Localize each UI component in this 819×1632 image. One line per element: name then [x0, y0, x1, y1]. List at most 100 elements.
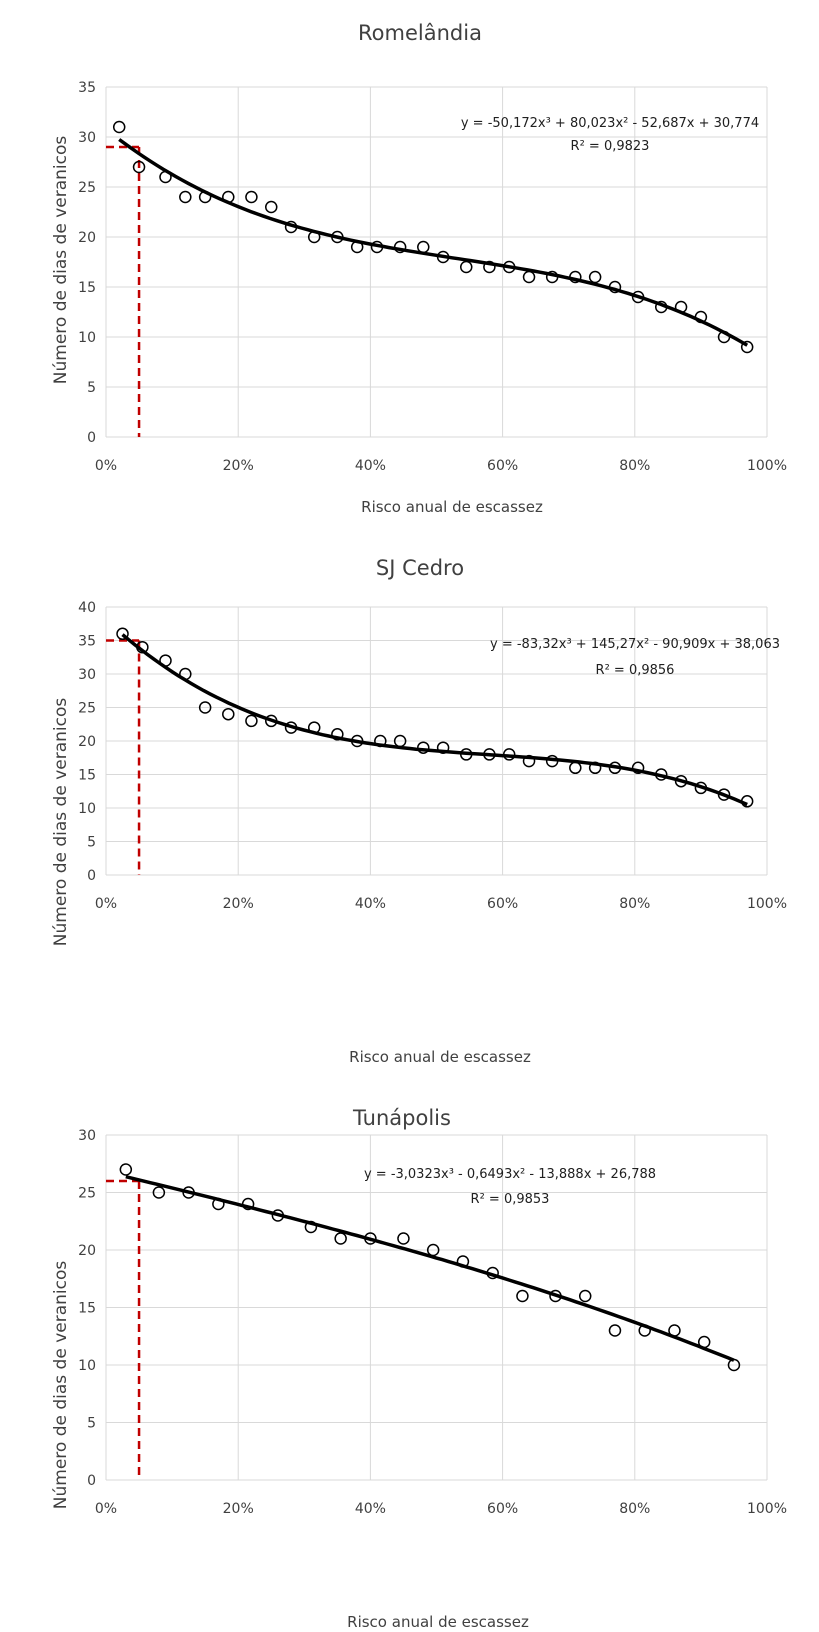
- y-tick-label: 5: [87, 835, 96, 851]
- y-tick-label: 25: [78, 701, 96, 717]
- chart-tunapolis: Tunápolis 0 5 10 15 20 25 30 0% 20% 40% 60% 80% 100…: [51, 1106, 787, 1631]
- trend-equation: y = -83,32x³ + 145,27x² - 90,909x + 38,0…: [490, 637, 780, 652]
- chart-title: Tunápolis: [352, 1106, 451, 1130]
- x-tick-label: 40%: [355, 458, 386, 474]
- x-ticks: 0% 20% 40% 60% 80% 100%: [95, 896, 787, 912]
- data-point: [578, 1289, 592, 1303]
- data-points: [112, 120, 754, 354]
- data-point: [304, 1220, 318, 1234]
- y-tick-label: 25: [78, 1186, 96, 1202]
- data-point: [426, 1243, 440, 1257]
- data-point: [159, 170, 172, 184]
- x-axis-label: Risco anual de escassez: [349, 1048, 531, 1066]
- x-tick-label: 60%: [487, 896, 518, 912]
- x-tick-label: 100%: [747, 458, 787, 474]
- y-axis-label: Número de dias de veranicos: [51, 136, 71, 385]
- data-point: [516, 1289, 529, 1303]
- x-tick-label: 100%: [747, 896, 787, 912]
- data-point: [740, 340, 754, 354]
- x-tick-label: 40%: [355, 896, 386, 912]
- chart-panel-sj-cedro: SJ Cedro 0 5 10 15 20 25 30 35 40 0% 20% 40% 60% 80%…: [0, 530, 819, 1075]
- trend-equation: y = -3,0323x³ - 0,6493x² - 13,888x + 26,…: [364, 1167, 656, 1182]
- y-tick-label: 5: [87, 380, 96, 396]
- trend-r2: R² = 0,9853: [471, 1192, 550, 1207]
- y-tick-label: 0: [87, 430, 96, 446]
- grid: [105, 86, 768, 438]
- y-axis-label: Número de dias de veranicos: [51, 698, 71, 947]
- data-point: [674, 774, 688, 788]
- data-point: [694, 310, 708, 324]
- data-point: [486, 1266, 499, 1280]
- x-tick-label: 0%: [95, 896, 117, 912]
- reference-lines: [106, 1179, 141, 1480]
- data-point: [674, 300, 688, 314]
- x-tick-label: 40%: [355, 1501, 386, 1517]
- data-point: [222, 190, 235, 204]
- data-point: [265, 714, 278, 728]
- chart-title: Romelândia: [358, 21, 482, 45]
- y-tick-label: 20: [78, 1243, 96, 1259]
- reference-lines: [106, 145, 141, 437]
- x-tick-label: 80%: [619, 896, 650, 912]
- data-point: [331, 728, 344, 741]
- data-point: [608, 1324, 622, 1337]
- y-tick-label: 35: [78, 80, 96, 96]
- x-tick-label: 60%: [487, 1501, 518, 1517]
- data-point: [588, 761, 602, 775]
- y-tick-label: 40: [78, 600, 96, 616]
- data-point: [370, 240, 384, 254]
- data-point: [483, 748, 496, 761]
- chart-romelandia: Romelândia 0 5 10 15 20 25 30 35 0% 20% 40% 60% 80%…: [51, 21, 787, 516]
- data-point: [159, 654, 172, 667]
- x-tick-label: 80%: [619, 458, 650, 474]
- y-tick-label: 0: [87, 1473, 96, 1489]
- data-point: [179, 667, 192, 681]
- y-tick-label: 10: [78, 801, 96, 817]
- data-point: [697, 1335, 711, 1349]
- data-point: [569, 270, 582, 284]
- y-tick-label: 0: [87, 868, 96, 884]
- data-point: [307, 230, 321, 244]
- trendline: [121, 633, 748, 807]
- y-tick-label: 30: [78, 130, 96, 146]
- data-point: [284, 721, 298, 734]
- data-point: [608, 761, 622, 775]
- chart-panel-tunapolis: Tunápolis 0 5 10 15 20 25 30 0% 20% 40% 60% 80% 100…: [0, 1075, 819, 1632]
- data-point: [350, 734, 364, 748]
- data-point: [245, 190, 258, 204]
- y-ticks: 0 5 10 15 20 25 30 35 40: [78, 600, 96, 884]
- data-point: [182, 1186, 195, 1199]
- y-ticks: 0 5 10 15 20 25 30 35: [78, 80, 96, 446]
- data-point: [522, 754, 536, 768]
- y-tick-label: 15: [78, 280, 96, 296]
- data-point: [212, 1197, 225, 1211]
- x-tick-label: 20%: [223, 896, 254, 912]
- chart-sj-cedro: SJ Cedro 0 5 10 15 20 25 30 35 40 0% 20% 40% 60% 80%…: [51, 556, 787, 1066]
- data-point: [271, 1209, 285, 1222]
- data-point: [374, 734, 387, 748]
- data-point: [331, 230, 344, 244]
- x-tick-label: 60%: [487, 458, 518, 474]
- data-point: [654, 300, 668, 314]
- y-axis-label: Número de dias de veranicos: [51, 1261, 71, 1510]
- data-point: [334, 1232, 347, 1245]
- data-point: [436, 741, 450, 754]
- data-point: [136, 640, 149, 654]
- data-point: [132, 160, 146, 174]
- data-point: [654, 768, 668, 781]
- trend-r2: R² = 0,9823: [571, 139, 650, 154]
- x-ticks: 0% 20% 40% 60% 80% 100%: [95, 458, 787, 474]
- data-point: [545, 754, 559, 768]
- data-point: [459, 260, 473, 274]
- data-point: [569, 761, 582, 775]
- data-point: [116, 627, 129, 641]
- y-tick-label: 10: [78, 1358, 96, 1374]
- data-points: [116, 627, 754, 808]
- data-point: [350, 240, 364, 254]
- data-point: [631, 761, 645, 775]
- data-point: [307, 721, 321, 734]
- y-tick-label: 30: [78, 1128, 96, 1144]
- x-tick-label: 100%: [747, 1501, 787, 1517]
- data-point: [668, 1324, 681, 1337]
- data-point: [397, 1232, 410, 1245]
